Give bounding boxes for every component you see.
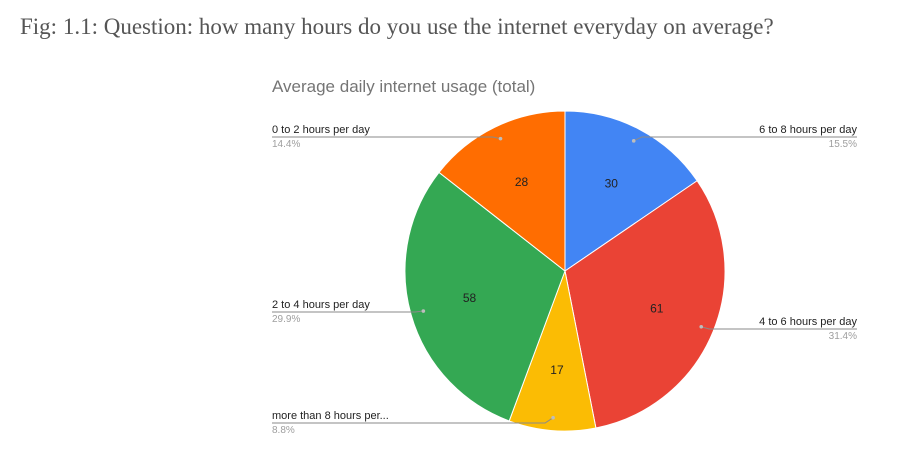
pie-slice-0-to-2-hours-per-day <box>438 110 566 273</box>
pie-slice-6-to-8-hours-per-day <box>564 110 698 272</box>
leader-dot <box>551 415 555 420</box>
leader-dot <box>421 309 426 313</box>
slice-value-label: 58 <box>463 291 477 305</box>
pie-slice-more-than-8-hours-per <box>508 269 597 432</box>
leader-line <box>701 326 857 330</box>
leader-line <box>272 136 501 140</box>
leader-line <box>272 310 424 313</box>
slice-category-label: 4 to 6 hours per day <box>759 316 857 328</box>
slice-value-label: 61 <box>650 302 664 316</box>
slice-percent-label: 14.4% <box>272 139 300 150</box>
slice-category-label: 6 to 8 hours per day <box>759 124 857 136</box>
leader-dot <box>498 136 503 141</box>
leader-dot <box>699 324 704 329</box>
slice-percent-label: 15.5% <box>829 139 857 150</box>
slice-category-label: more than 8 hours per... <box>272 410 389 422</box>
slice-category-label: 0 to 2 hours per day <box>272 124 370 136</box>
leader-dot <box>631 139 636 143</box>
slice-percent-label: 29.9% <box>272 314 300 325</box>
pie-slice-2-to-4-hours-per-day <box>404 171 566 422</box>
slice-percent-label: 31.4% <box>829 331 857 342</box>
slice-percent-label: 8.8% <box>272 425 295 436</box>
figure-caption: Fig: 1.1: Question: how many hours do yo… <box>20 14 774 39</box>
slice-value-label: 30 <box>605 176 619 190</box>
pie-slice-4-to-6-hours-per-day <box>564 180 726 429</box>
leader-line <box>633 136 857 142</box>
chart-title: Average daily internet usage (total) <box>272 77 536 96</box>
slice-value-label: 28 <box>515 175 529 189</box>
leader-line <box>272 417 554 424</box>
slice-category-label: 2 to 4 hours per day <box>272 299 370 311</box>
slice-value-label: 17 <box>550 363 564 377</box>
